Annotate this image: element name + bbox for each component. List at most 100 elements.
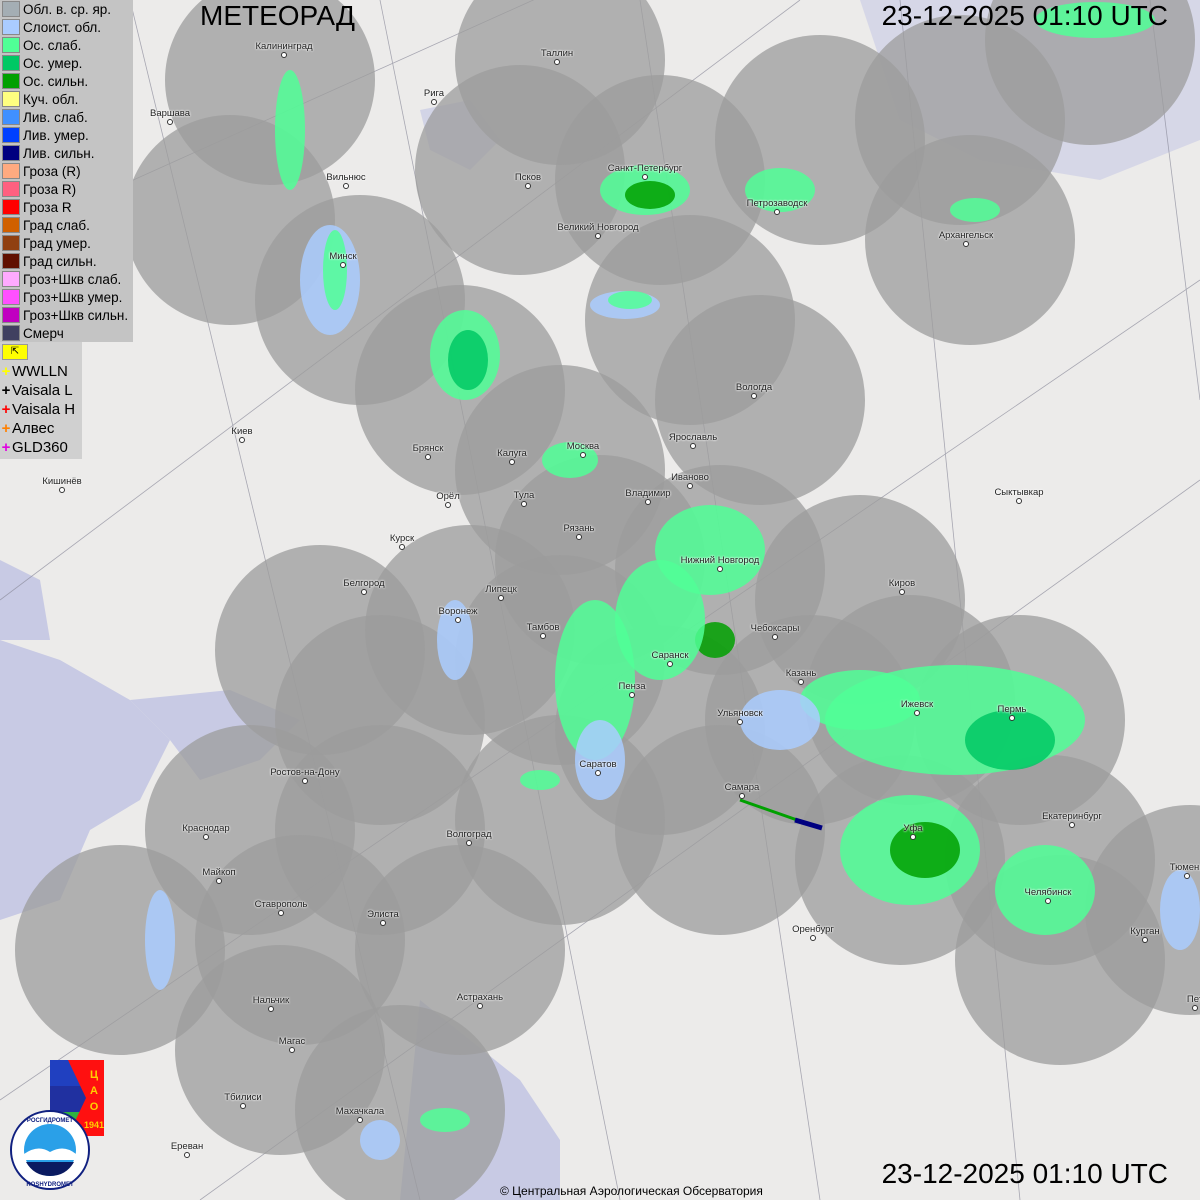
city-label: Пет (1186, 994, 1200, 1005)
precip-echo (800, 670, 920, 730)
city-dot (340, 262, 346, 268)
city-label: Курган (1130, 926, 1160, 937)
copyright: © Центральная Аэрологическая Обсерватори… (500, 1184, 763, 1198)
city-label: Орёл (436, 491, 460, 502)
city-label: Краснодар (182, 823, 230, 834)
radar-circle (865, 135, 1075, 345)
precip-echo (740, 690, 820, 750)
precip-echo (275, 70, 305, 190)
city-label: Пермь (997, 704, 1027, 715)
city-dot (914, 710, 920, 716)
svg-text:1941: 1941 (84, 1120, 104, 1130)
city-label: Липецк (485, 584, 517, 595)
city-dot (810, 935, 816, 941)
precip-echo (1035, 2, 1155, 38)
city-dot (1184, 873, 1190, 879)
city-label: Великий Новгород (557, 222, 639, 233)
precip-echo (420, 1108, 470, 1132)
city-label: Псков (514, 172, 542, 183)
legend-item: Гроз+Шкв умер. (0, 288, 133, 306)
city-label: Рига (423, 88, 445, 99)
legend-label: Гроз+Шкв сильн. (23, 307, 129, 323)
city-label: Элиста (367, 909, 399, 920)
city-label: Ульяновск (717, 708, 763, 719)
lightning-source-label: Vaisala H (12, 401, 76, 418)
legend-swatch (2, 163, 20, 179)
city-dot (399, 544, 405, 550)
precip-echo (145, 890, 175, 990)
precip-echo (745, 168, 815, 212)
legend-item: Гроз+Шкв сильн. (0, 306, 133, 324)
legend-label: Гроза R) (23, 181, 77, 197)
city-label: Уфа (903, 823, 923, 834)
legend-item: Град слаб. (0, 216, 133, 234)
city-dot (642, 174, 648, 180)
city-label: Чебоксары (750, 623, 800, 634)
city-dot (357, 1117, 363, 1123)
city-dot (717, 566, 723, 572)
city-dot (774, 209, 780, 215)
city-label: Казань (785, 668, 817, 679)
legend-label: Град умер. (23, 235, 91, 251)
precip-echo (542, 442, 598, 478)
legend-label: Гроза R (23, 199, 72, 215)
city-label: Калуга (497, 448, 527, 459)
svg-text:Ц: Ц (90, 1069, 98, 1081)
precip-echo (950, 198, 1000, 222)
city-dot (466, 840, 472, 846)
legend-item: Гроз+Шкв слаб. (0, 270, 133, 288)
city-dot (239, 437, 245, 443)
legend-swatch (2, 91, 20, 107)
city-dot (361, 589, 367, 595)
city-dot (737, 719, 743, 725)
legend-label: Град слаб. (23, 217, 90, 233)
legend-swatch (2, 271, 20, 287)
city-label: Курск (389, 533, 415, 544)
city-dot (554, 59, 560, 65)
city-dot (739, 793, 745, 799)
city-dot (240, 1103, 246, 1109)
radar-coverage (15, 0, 1200, 1200)
lightning-source-label: GLD360 (12, 439, 68, 456)
city-dot (445, 502, 451, 508)
svg-text:РОСГИДРОМЕТ: РОСГИДРОМЕТ (27, 1118, 74, 1124)
city-label: Кишинёв (42, 476, 82, 487)
city-dot (431, 99, 437, 105)
city-dot (1069, 822, 1075, 828)
radar-circle (455, 0, 665, 165)
timestamp-bottom: 23-12-2025 01:10 UTC (881, 1158, 1168, 1189)
city-dot (910, 834, 916, 840)
city-dot (289, 1047, 295, 1053)
legend-swatch (2, 181, 20, 197)
arrow-flag-icon[interactable]: ⇱ (2, 344, 28, 360)
city-label: Минск (329, 251, 357, 262)
city-dot (645, 499, 651, 505)
city-dot (798, 679, 804, 685)
city-dot (595, 233, 601, 239)
svg-text:О: О (90, 1101, 99, 1113)
radar-circle (15, 845, 225, 1055)
legend-swatch (2, 253, 20, 269)
city-label: Ярославль (668, 432, 718, 443)
legend-swatch (2, 307, 20, 323)
city-dot (268, 1006, 274, 1012)
city-label: Пенза (618, 681, 646, 692)
cross-icon: + (1, 401, 11, 418)
svg-text:ROSHYDROMET: ROSHYDROMET (26, 1182, 74, 1188)
city-dot (595, 770, 601, 776)
city-label: Калининград (255, 41, 313, 52)
city-label: Петрозаводск (746, 198, 808, 209)
city-dot (525, 183, 531, 189)
city-label: Тбилиси (224, 1092, 262, 1103)
city-label: Варшава (149, 108, 191, 119)
city-dot (687, 483, 693, 489)
legend-item: Град сильн. (0, 252, 133, 270)
city-dot (667, 661, 673, 667)
city-dot (498, 595, 504, 601)
city-label: Майкоп (202, 867, 236, 878)
city-label: Ростов-на-Дону (270, 767, 340, 778)
city-dot (1009, 715, 1015, 721)
city-label: Ижевск (900, 699, 934, 710)
city-dot (772, 634, 778, 640)
